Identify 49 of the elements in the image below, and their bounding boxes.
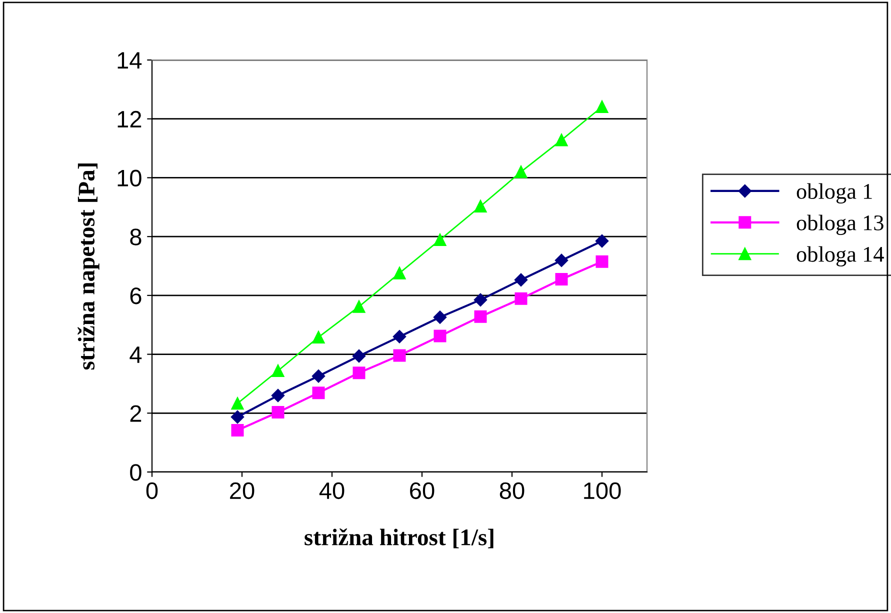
- point: [352, 349, 366, 363]
- point: [312, 330, 325, 344]
- point: [596, 100, 608, 114]
- point: [474, 310, 487, 323]
- point: [554, 254, 568, 267]
- y-tick-label: 8: [130, 228, 142, 246]
- x-tick-label: 100: [584, 482, 621, 500]
- y-axis-title: strižna napetost [Pa]: [78, 163, 100, 370]
- point: [434, 234, 446, 246]
- y-tick-label: 2: [130, 405, 142, 422]
- point: [595, 234, 609, 248]
- y-tick-label: 0: [130, 464, 142, 481]
- y-tick-label: 6: [130, 287, 142, 304]
- point: [555, 134, 568, 146]
- point: [312, 369, 326, 383]
- point: [231, 397, 244, 410]
- point: [271, 388, 285, 402]
- point: [514, 166, 528, 178]
- point: [393, 266, 406, 280]
- x-tick-label: 40: [319, 482, 344, 500]
- point: [352, 300, 366, 313]
- point: [272, 406, 284, 419]
- point: [433, 310, 447, 324]
- legend-label: obloga 1: [796, 183, 872, 204]
- point: [392, 330, 406, 344]
- point: [474, 200, 487, 213]
- point: [555, 272, 568, 286]
- legend-label: obloga 14: [796, 246, 884, 266]
- x-tick-label: 80: [500, 482, 524, 500]
- y-tick-label: 4: [130, 346, 142, 363]
- point: [272, 364, 284, 378]
- point: [312, 386, 325, 400]
- point: [434, 330, 446, 342]
- point: [474, 293, 488, 306]
- y-tick-label: 12: [118, 110, 142, 128]
- point: [352, 366, 366, 380]
- point: [596, 255, 608, 268]
- x-tick-label: 20: [230, 482, 254, 500]
- point: [393, 349, 406, 362]
- x-tick-label: 60: [410, 482, 434, 500]
- y-tick-label: 14: [118, 52, 142, 69]
- legend-label: obloga 13: [796, 214, 884, 235]
- point: [230, 410, 244, 424]
- x-tick-label: 0: [146, 482, 158, 500]
- point: [231, 424, 244, 436]
- point: [514, 273, 528, 286]
- y-tick-label: 10: [118, 170, 142, 186]
- point: [514, 292, 528, 305]
- x-axis-title: strižna hitrost [1/s]: [304, 528, 494, 548]
